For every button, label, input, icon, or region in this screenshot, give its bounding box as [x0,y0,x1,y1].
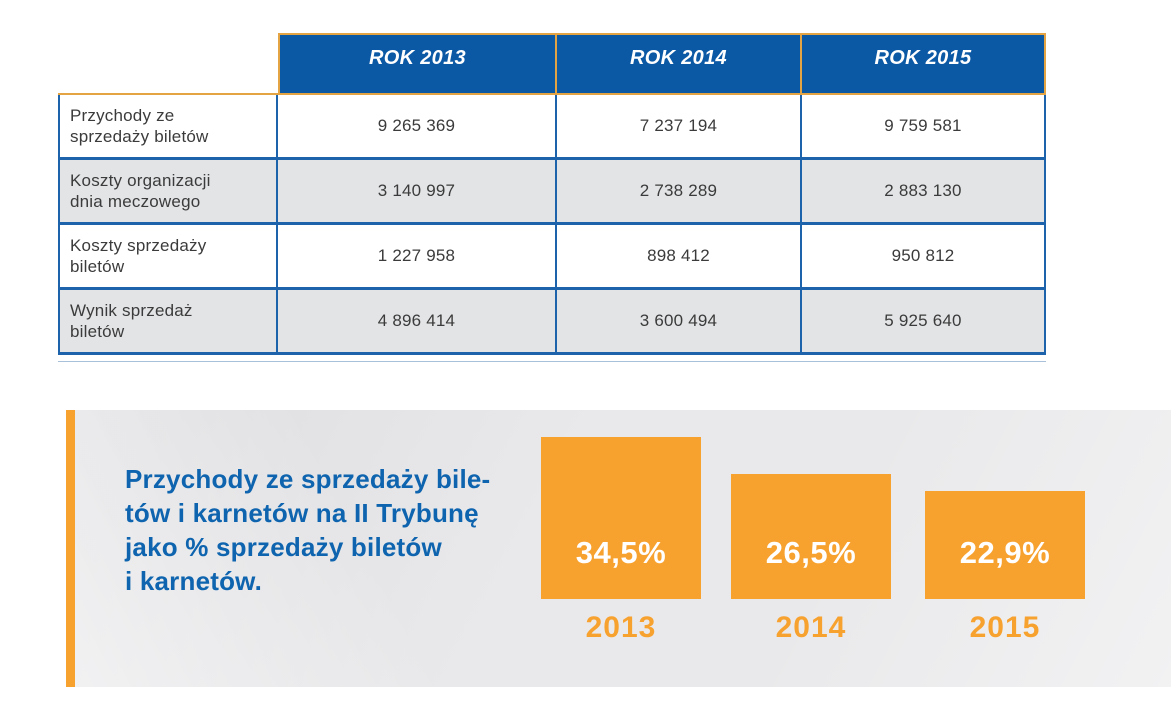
cell-value: 2 883 130 [802,160,1046,225]
cell-value: 2 738 289 [557,160,802,225]
cell-value: 5 925 640 [802,290,1046,355]
row-label-koszty-organizacji: Koszty organizacji dnia meczowego [58,160,278,225]
bar-group-2013: 34,5% 2013 [541,437,701,644]
cell-value: 9 759 581 [802,95,1046,160]
table-corner-cell [58,33,278,95]
cell-value: 4 896 414 [278,290,557,355]
bar-group-2014: 26,5% 2014 [731,474,891,644]
bar-value-label: 22,9% [959,535,1051,570]
financial-table: ROK 2013 ROK 2014 ROK 2015 Przychody ze … [58,33,1046,362]
table-header-rok-2014: ROK 2014 [557,33,802,95]
cell-value: 950 812 [802,225,1046,290]
panel-title-line: Przychody ze sprzedaży bile- [125,464,491,494]
bar-value-label: 26,5% [765,535,857,570]
panel-title-line: i karnetów. [125,566,263,596]
bar-year-label: 2013 [585,611,657,644]
bar-group-2015: 22,9% 2015 [925,491,1085,644]
cell-value: 898 412 [557,225,802,290]
panel-title-line: jako % sprzedaży biletów [125,532,442,562]
ticket-share-panel: Przychody ze sprzedaży bile- tów i karne… [66,410,1171,687]
bar-2015: 22,9% [925,491,1085,599]
row-label-koszty-sprzedazy: Koszty sprzedaży biletów [58,225,278,290]
cell-value: 7 237 194 [557,95,802,160]
table-header-rok-2015: ROK 2015 [802,33,1046,95]
cell-value: 9 265 369 [278,95,557,160]
table-header-rok-2013: ROK 2013 [278,33,557,95]
bar-2014: 26,5% [731,474,891,599]
bar-2013: 34,5% [541,437,701,599]
bar-year-label: 2015 [969,611,1041,644]
cell-value: 3 140 997 [278,160,557,225]
cell-value: 1 227 958 [278,225,557,290]
panel-title-line: tów i karnetów na II Trybunę [125,498,479,528]
panel-background: Przychody ze sprzedaży bile- tów i karne… [75,410,1171,687]
bar-year-label: 2014 [775,611,847,644]
cell-value: 3 600 494 [557,290,802,355]
orange-accent-bar [66,410,75,687]
row-label-wynik: Wynik sprzedaż biletów [58,290,278,355]
row-label-przychody: Przychody ze sprzedaży biletów [58,95,278,160]
panel-title: Przychody ze sprzedaży bile- tów i karne… [125,462,490,598]
bar-value-label: 34,5% [575,535,667,570]
